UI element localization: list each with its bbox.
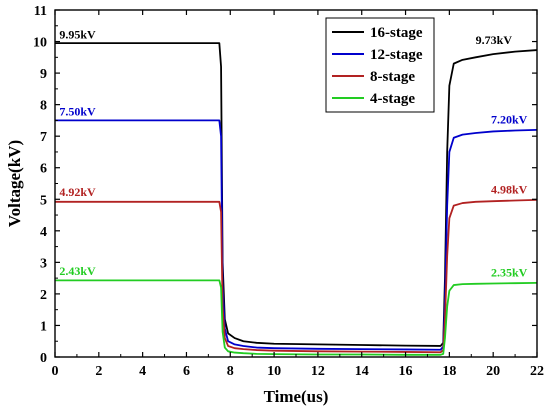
legend: 16-stage 12-stage 8-stage 4-stage [325,17,435,113]
y-tick-label: 6 [40,162,47,177]
legend-label: 8-stage [370,69,415,85]
legend-box [325,17,435,113]
series-layer [55,42,538,356]
y-tick-label: 7 [40,130,47,145]
x-tick-label: 0 [52,364,59,379]
annotation-label: 4.98kV [491,183,528,197]
annotation-label: 9.95kV [59,27,96,41]
y-axis-title: Voltage(kV) [5,140,24,227]
y-tick-label: 10 [33,36,47,51]
annotation-label: 2.43kV [59,264,96,278]
y-tick-label: 8 [40,99,47,114]
plot-area [55,10,537,357]
x-tick-label: 2 [95,364,102,379]
x-tick-label: 6 [183,364,190,379]
legend-label: 16-stage [370,25,423,41]
x-tick-label: 18 [442,364,456,379]
legend-label: 12-stage [370,47,423,63]
x-tick-label: 12 [311,364,325,379]
annotation-label: 7.50kV [59,105,96,119]
y-tick-label: 2 [40,288,47,303]
x-tick-label: 22 [530,364,544,379]
annotation-label: 9.73kV [476,33,513,47]
annotation-layer: 9.95kV 7.50kV 4.92kV 2.43kV 9.73kV 7.20kV 4.98… [59,27,527,279]
y-tick-label: 5 [40,193,47,208]
x-tick-label: 16 [399,364,413,379]
x-tick-label: 8 [227,364,234,379]
y-tick-label: 3 [40,256,47,271]
y-tick-label: 0 [40,351,47,366]
x-tick-label: 10 [267,364,281,379]
plot-background [55,10,537,357]
y-tick-label: 9 [40,67,47,82]
annotation-label: 2.35kV [491,266,528,280]
x-axis-title: Time(us) [264,387,329,406]
y-tick-label: 4 [40,225,47,240]
y-tick-label: 11 [34,4,47,19]
series-line-8-stage [55,199,538,354]
legend-label: 4-stage [370,91,415,107]
annotation-label: 7.20kV [491,113,528,127]
annotation-label: 4.92kV [59,185,96,199]
x-tick-label: 14 [355,364,369,379]
x-tick-label: 20 [486,364,500,379]
y-tick-label: 1 [40,319,47,334]
x-tick-label: 4 [139,364,146,379]
